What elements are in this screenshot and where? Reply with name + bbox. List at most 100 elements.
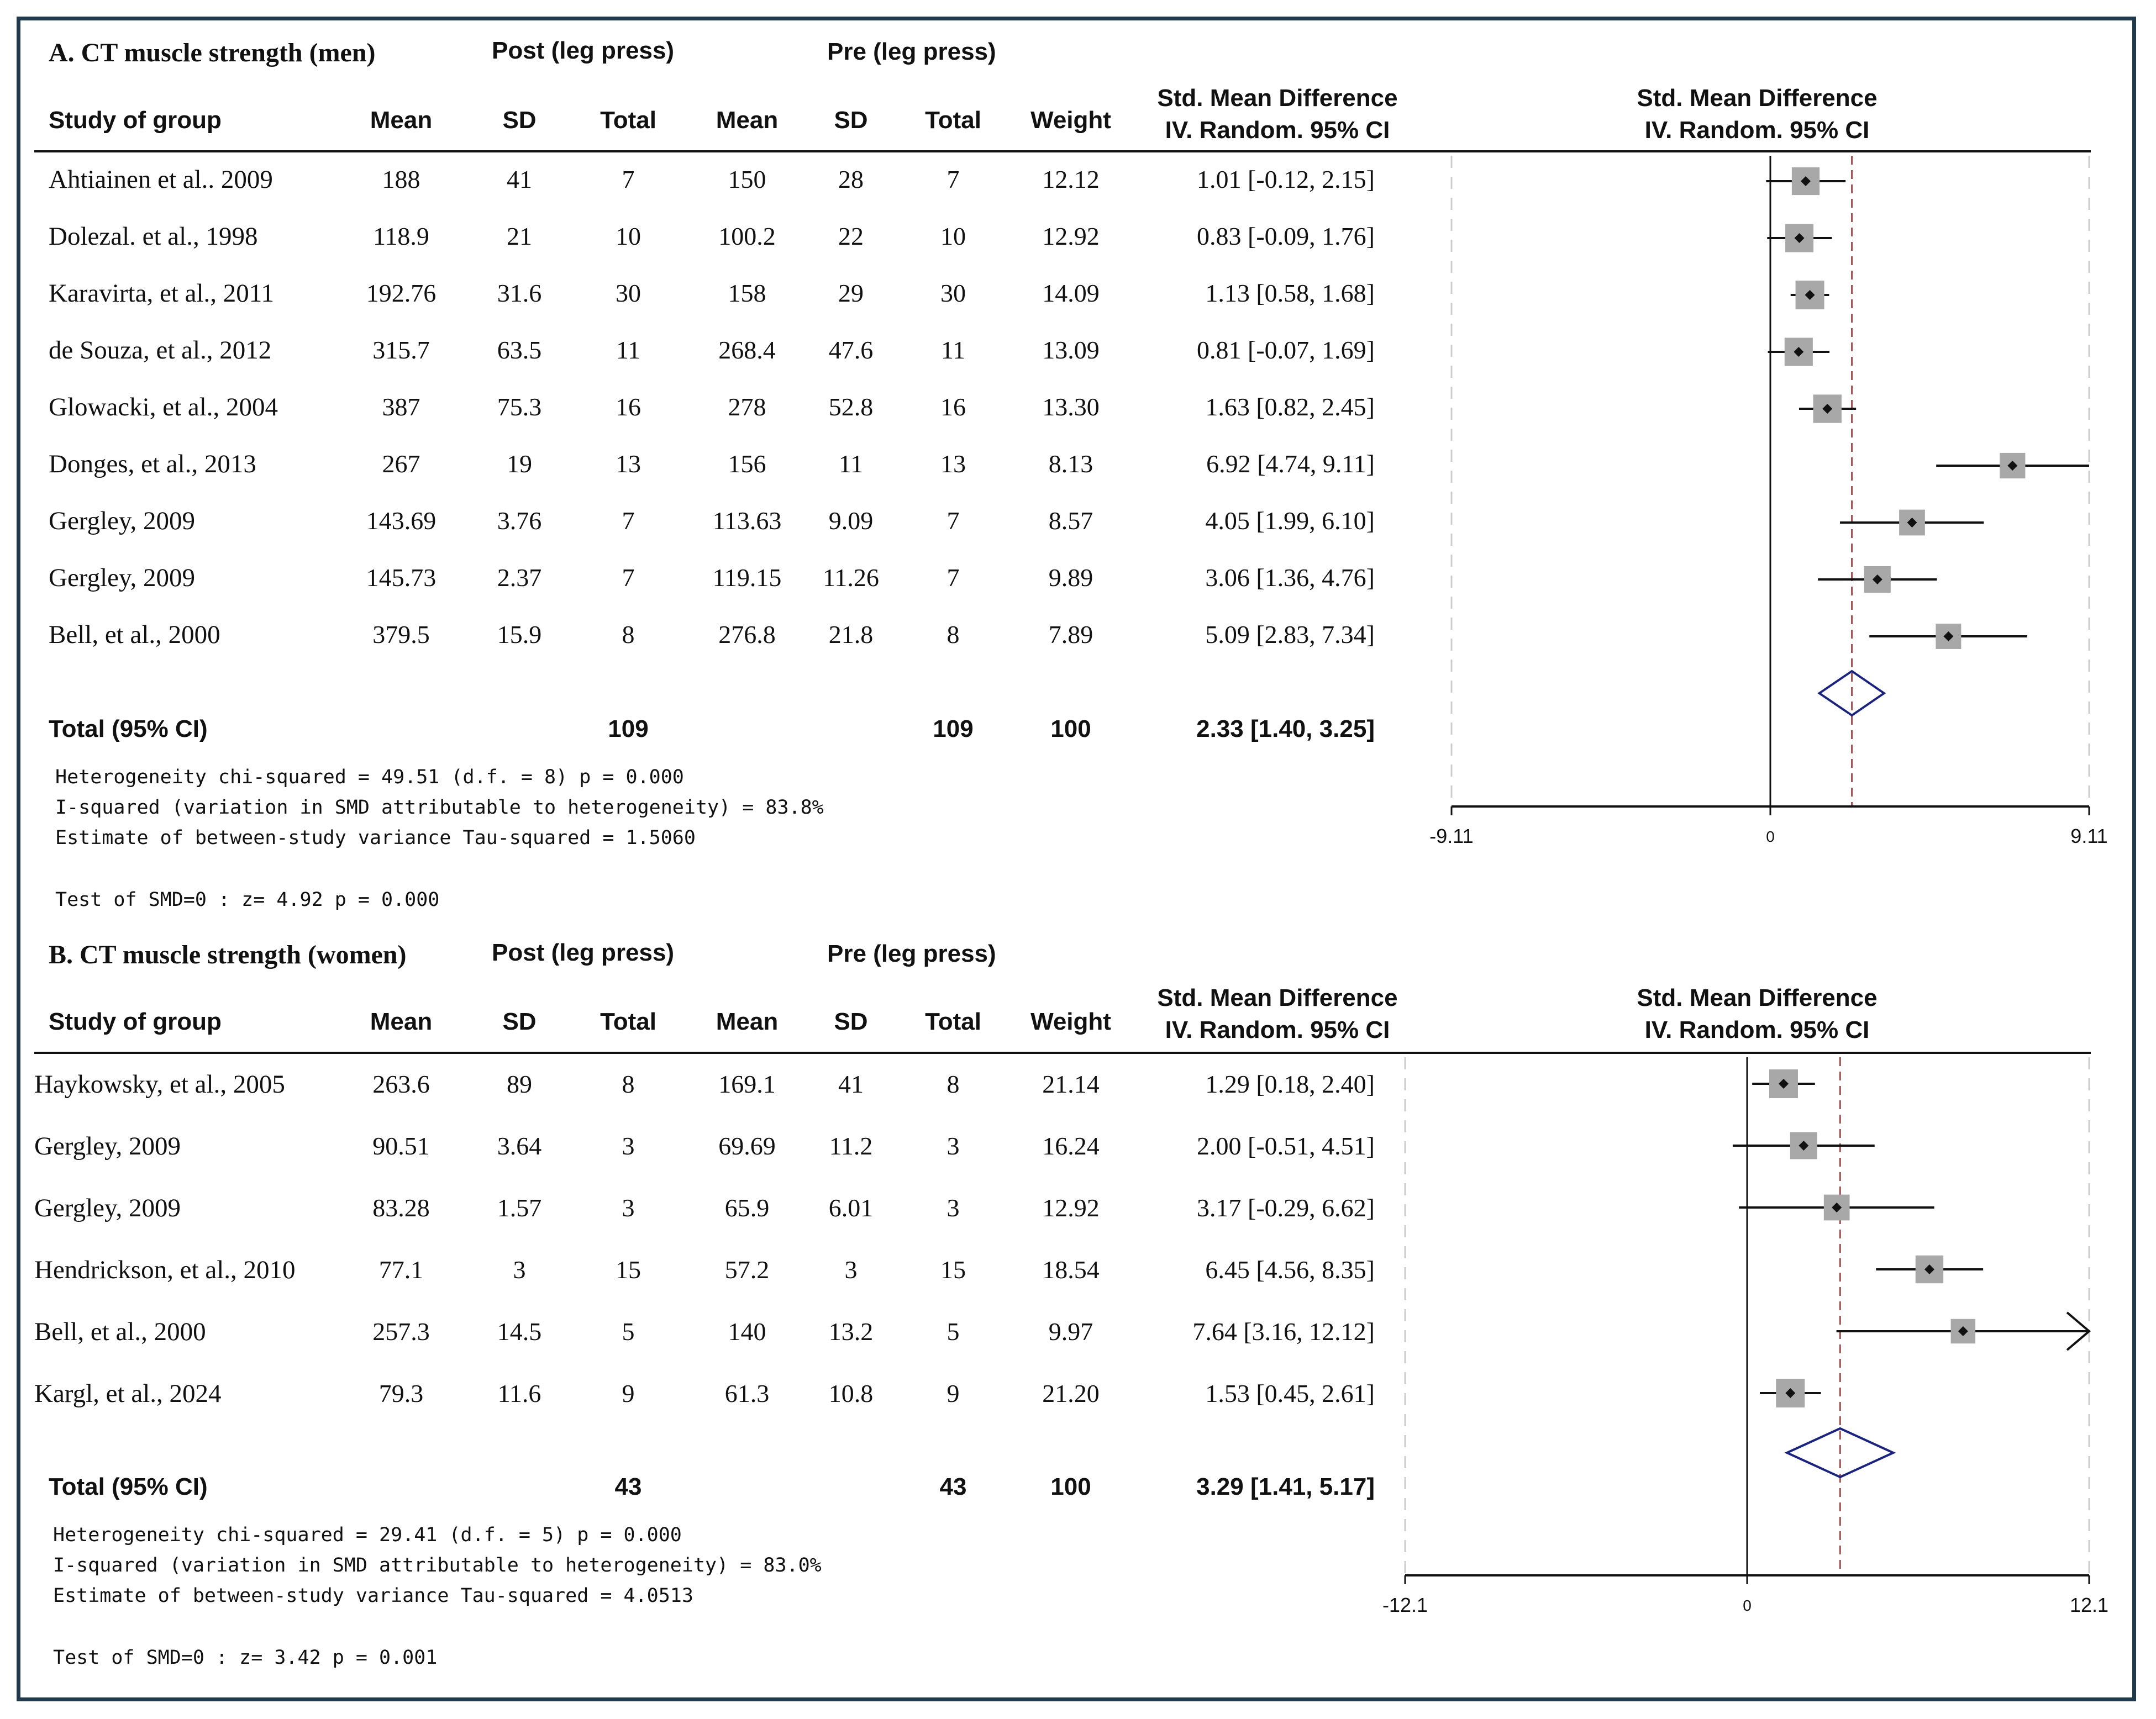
panel-b-tick-label: 12.1 — [2070, 1594, 2108, 1616]
panel-b-cell-post-mean: 79.3 — [378, 1379, 424, 1407]
panel-b-cell-pre-total: 3 — [946, 1132, 960, 1160]
panel-a-cell-post-mean: 118.9 — [373, 222, 429, 250]
panel-b-cell-pre-mean: 140 — [728, 1317, 766, 1346]
panel-b-col-weight: Weight — [1030, 1008, 1111, 1035]
panel-b-study-name: Haykowsky, et al., 2005 — [34, 1070, 285, 1099]
panel-b-point-estimate — [1832, 1203, 1842, 1212]
panel-a-total-weight: 100 — [1050, 715, 1091, 742]
panel-b-cell-pre-sd: 10.8 — [828, 1379, 874, 1407]
panel-a-header-rule — [34, 150, 2091, 152]
panel-b-cell-post-total: 9 — [622, 1379, 635, 1407]
panel-a-cell-weight: 8.13 — [1048, 450, 1093, 478]
panel-a-point-estimate — [1822, 404, 1833, 414]
panel-b-plot-header: Std. Mean Difference — [1637, 984, 1878, 1011]
panel-a-cell-pre-total: 30 — [940, 279, 966, 307]
panel-a-cell-post-total: 7 — [622, 507, 635, 535]
panel-b-cell-pre-mean: 169.1 — [718, 1070, 776, 1098]
panel-a-pre-header: Pre (leg press) — [827, 38, 996, 65]
panel-b-cell-pre-sd: 41 — [838, 1070, 864, 1098]
panel-a-cell-pre-total: 16 — [940, 393, 966, 421]
panel-a-plot-method: IV. Random. 95% CI — [1644, 117, 1870, 144]
panel-a-cell-pre-mean: 119.15 — [712, 563, 782, 592]
panel-b-cell-post-mean: 77.1 — [378, 1256, 424, 1284]
panel-b-cell-ci-text: 2.00 [-0.51, 4.51] — [1197, 1132, 1375, 1160]
panel-b-cell-post-sd: 3 — [513, 1256, 526, 1284]
panel-a-cell-pre-total: 7 — [946, 165, 960, 193]
panel-b-cell-pre-total: 15 — [940, 1256, 966, 1284]
panel-a-cell-post-sd: 19 — [507, 450, 532, 478]
panel-a-cell-weight: 7.89 — [1048, 620, 1093, 648]
panel-a-cell-post-sd: 41 — [507, 165, 532, 193]
panel-b-title: B. CT muscle strength (women) — [49, 940, 407, 969]
panel-b-col-pre-sd: SD — [834, 1008, 868, 1035]
panel-a-cell-post-total: 10 — [616, 222, 641, 250]
panel-a-cell-post-mean: 192.76 — [366, 279, 437, 307]
panel-a-total-ci: 2.33 [1.40, 3.25] — [1196, 715, 1375, 742]
panel-a-point-estimate — [1805, 290, 1815, 300]
panel-b-cell-post-total: 15 — [616, 1256, 641, 1284]
panel-a-cell-pre-sd: 28 — [838, 165, 864, 193]
panel-a-cell-ci-text: 1.01 [-0.12, 2.15] — [1197, 165, 1375, 193]
panel-a-cell-weight: 9.89 — [1048, 563, 1093, 592]
panel-b-cell-post-total: 8 — [622, 1070, 635, 1098]
panel-a-cell-pre-sd: 47.6 — [828, 336, 874, 364]
panel-b-cell-pre-total: 5 — [946, 1317, 960, 1346]
panel-a-cell-post-mean: 315.7 — [372, 336, 430, 364]
panel-a-tick-label: -9.11 — [1429, 825, 1473, 847]
panel-b-col-post-sd: SD — [502, 1008, 537, 1035]
panel-a-cell-post-mean: 188 — [382, 165, 420, 193]
panel-b-cell-weight: 12.92 — [1042, 1194, 1100, 1222]
panel-b-cell-pre-total: 9 — [946, 1379, 960, 1407]
panel-b-cell-ci-text: 7.64 [3.16, 12.12] — [1192, 1317, 1375, 1346]
panel-b-total-label: Total (95% CI) — [49, 1473, 208, 1500]
panel-a-post-header: Post (leg press) — [492, 37, 675, 64]
panel-a-total-pre: 109 — [933, 715, 974, 742]
panel-b-point-estimate — [1778, 1079, 1789, 1089]
panel-a-point-estimate — [1794, 347, 1804, 357]
panel-b-study-name: Gergley, 2009 — [34, 1194, 181, 1222]
panel-a-heterogeneity: Heterogeneity chi-squared = 49.51 (d.f. … — [55, 766, 684, 788]
panel-a-cell-post-sd: 63.5 — [497, 336, 542, 364]
panel-b-pooled-diamond — [1784, 1427, 1896, 1479]
panel-a-cell-pre-sd: 52.8 — [828, 393, 874, 421]
panel-a-cell-pre-sd: 11 — [838, 450, 864, 478]
panel-a-cell-post-mean: 379.5 — [372, 620, 430, 648]
panel-a-cell-ci-text: 1.13 [0.58, 1.68] — [1205, 279, 1375, 307]
panel-a-point-estimate — [1872, 574, 1882, 584]
panel-b-cell-pre-total: 3 — [946, 1194, 960, 1222]
panel-a-cell-post-mean: 145.73 — [366, 563, 437, 592]
panel-a-title: A. CT muscle strength (men) — [49, 38, 376, 67]
panel-a-test: Test of SMD=0 : z= 4.92 p = 0.000 — [55, 889, 440, 911]
panel-a-cell-post-total: 16 — [616, 393, 641, 421]
panel-b-col-pre-mean: Mean — [716, 1008, 779, 1035]
panel-a-cell-pre-mean: 113.63 — [712, 507, 782, 535]
panel-b-cell-post-sd: 3.64 — [497, 1132, 542, 1160]
panel-a-point-estimate — [1800, 176, 1811, 186]
panel-a-point-estimate — [1943, 631, 1954, 641]
panel-b-cell-post-sd: 14.5 — [497, 1317, 542, 1346]
panel-a-cell-pre-mean: 278 — [728, 393, 766, 421]
panel-b-total-post: 43 — [614, 1473, 642, 1500]
panel-b-ci-arrow — [2066, 1311, 2091, 1351]
panel-a-cell-ci-text: 4.05 [1.99, 6.10] — [1205, 507, 1375, 535]
panel-a-cell-ci-text: 5.09 [2.83, 7.34] — [1205, 620, 1375, 648]
panel-b-cell-pre-sd: 13.2 — [828, 1317, 874, 1346]
panel-a-cell-ci-text: 6.92 [4.74, 9.11] — [1206, 450, 1375, 478]
panel-b-cell-post-total: 5 — [622, 1317, 635, 1346]
panel-a-cell-ci-text: 1.63 [0.82, 2.45] — [1205, 393, 1375, 421]
panel-a-point-estimate — [1794, 233, 1805, 243]
panel-a-tick-label: 0 — [1766, 828, 1775, 845]
panel-a-study-name: Gergley, 2009 — [49, 507, 195, 535]
panel-a-cell-pre-mean: 150 — [728, 165, 766, 193]
panel-a-col-pre-sd: SD — [834, 107, 868, 134]
panel-a-cell-post-sd: 15.9 — [497, 620, 542, 648]
panel-b-study-name: Kargl, et al., 2024 — [34, 1379, 222, 1408]
panel-a-cell-weight: 14.09 — [1042, 279, 1100, 307]
panel-a-cell-post-total: 8 — [622, 620, 635, 648]
panel-a-col-study: Study of group — [49, 107, 222, 134]
panel-a-pooled-diamond — [1817, 669, 1886, 717]
panel-b-cell-ci-text: 6.45 [4.56, 8.35] — [1205, 1256, 1375, 1284]
panel-a-cell-post-total: 7 — [622, 563, 635, 592]
panel-a-cell-weight: 12.92 — [1042, 222, 1100, 250]
panel-a-point-estimate — [2007, 461, 2018, 471]
